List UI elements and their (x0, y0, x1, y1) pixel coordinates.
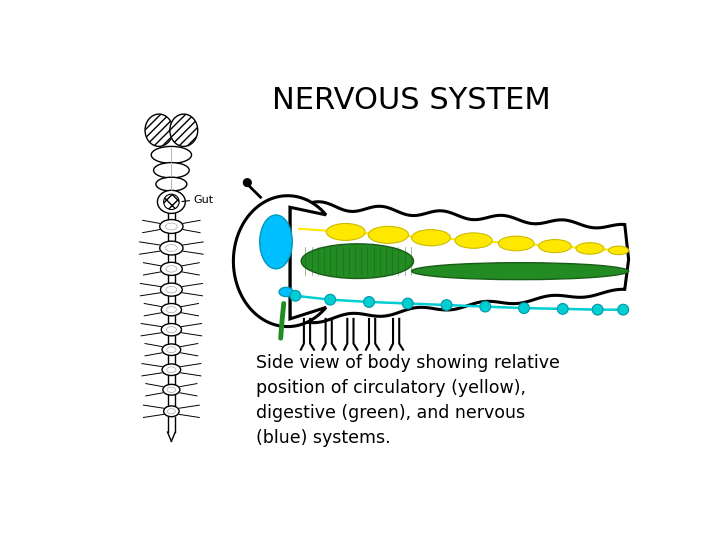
Ellipse shape (166, 307, 176, 313)
Circle shape (518, 303, 529, 314)
Ellipse shape (161, 303, 181, 316)
Circle shape (618, 304, 629, 315)
Ellipse shape (168, 409, 175, 414)
Ellipse shape (412, 230, 451, 246)
Circle shape (480, 301, 490, 312)
Ellipse shape (167, 347, 176, 353)
Ellipse shape (163, 406, 179, 417)
Circle shape (290, 291, 301, 301)
Ellipse shape (498, 236, 534, 251)
Ellipse shape (163, 384, 180, 395)
Circle shape (364, 296, 374, 307)
Ellipse shape (368, 226, 408, 244)
Circle shape (163, 194, 179, 210)
Ellipse shape (608, 246, 629, 255)
Ellipse shape (145, 114, 173, 146)
Ellipse shape (167, 367, 176, 373)
Ellipse shape (301, 244, 413, 279)
Ellipse shape (279, 287, 293, 296)
Ellipse shape (161, 323, 181, 336)
Text: NERVOUS SYSTEM: NERVOUS SYSTEM (272, 86, 551, 116)
Ellipse shape (160, 220, 183, 233)
Ellipse shape (539, 240, 571, 253)
Polygon shape (290, 202, 629, 323)
Circle shape (557, 303, 568, 314)
Ellipse shape (166, 266, 177, 272)
Ellipse shape (166, 245, 177, 252)
Text: Gut: Gut (193, 195, 213, 205)
Circle shape (441, 300, 452, 310)
Text: Side view of body showing relative
position of circulatory (yellow),
digestive (: Side view of body showing relative posit… (256, 354, 559, 447)
Ellipse shape (162, 364, 181, 375)
Ellipse shape (167, 387, 176, 393)
Ellipse shape (166, 286, 177, 293)
Ellipse shape (162, 344, 181, 355)
Ellipse shape (576, 242, 604, 254)
Circle shape (402, 298, 413, 309)
Ellipse shape (153, 163, 189, 178)
Ellipse shape (151, 146, 192, 164)
Ellipse shape (326, 224, 365, 240)
Ellipse shape (412, 262, 629, 280)
Ellipse shape (170, 114, 198, 146)
Circle shape (243, 179, 251, 186)
Ellipse shape (161, 283, 182, 296)
Circle shape (325, 294, 336, 305)
Ellipse shape (455, 233, 492, 248)
Ellipse shape (161, 262, 182, 275)
Circle shape (593, 304, 603, 315)
Polygon shape (233, 195, 326, 327)
Ellipse shape (260, 215, 292, 269)
Ellipse shape (166, 327, 176, 333)
Ellipse shape (166, 223, 177, 230)
Ellipse shape (160, 241, 183, 255)
Ellipse shape (156, 177, 187, 191)
Ellipse shape (158, 190, 185, 213)
